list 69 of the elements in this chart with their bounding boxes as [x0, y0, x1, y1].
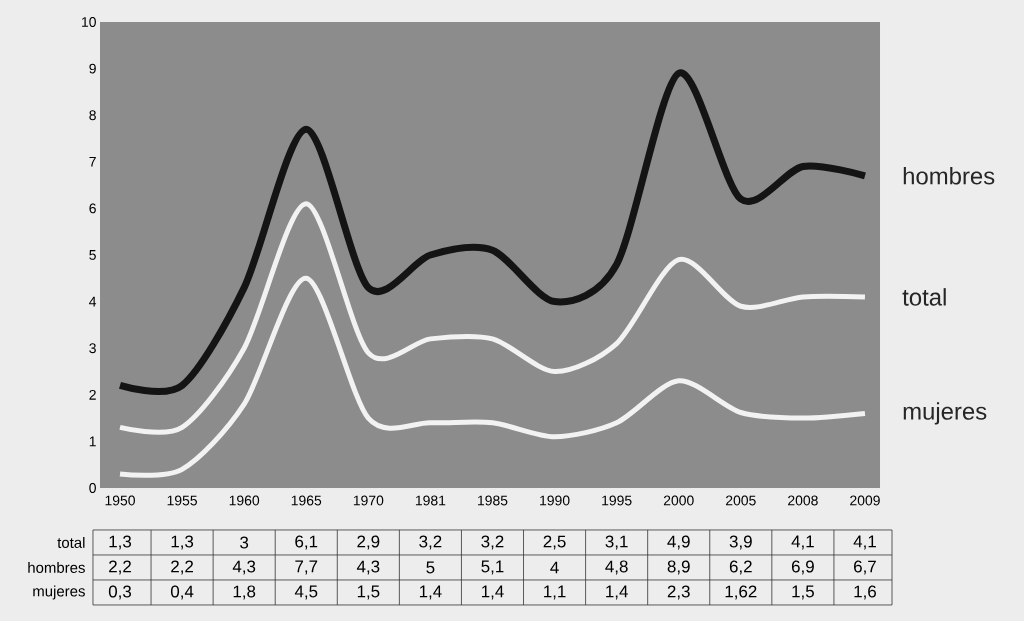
data-label: 1,5	[357, 585, 380, 600]
x-tick-label: 1990	[540, 495, 570, 506]
data-label: 2,9	[357, 535, 380, 550]
data-label: 3,1	[605, 535, 628, 550]
x-tick-label: 1970	[353, 495, 384, 506]
data-label: 5,1	[481, 560, 504, 575]
data-label: 4,3	[356, 560, 380, 575]
text: mujeres	[33, 585, 85, 600]
data-label: 1,4	[606, 585, 628, 600]
data-label: 4,5	[294, 585, 318, 600]
data-label: 3,9	[729, 535, 752, 550]
y-tick-label: 4	[89, 296, 97, 307]
data-label: 3,2	[419, 535, 442, 550]
data-label: 2,2	[109, 560, 131, 575]
data-label: 4,1	[853, 535, 876, 550]
x-tick-label: 1950	[105, 495, 135, 506]
x-tick-label: 2000	[663, 495, 694, 506]
y-tick-label: 2	[89, 389, 96, 400]
data-label: 3	[240, 536, 249, 549]
data-label: 1,8	[233, 585, 256, 600]
data-label: 1,5	[792, 585, 814, 600]
data-label: 7,7	[295, 560, 318, 575]
y-tick-label: 6	[89, 203, 96, 214]
x-tick-label: 1965	[291, 495, 322, 506]
y-tick-label: 8	[89, 110, 96, 121]
data-label: 8,9	[667, 560, 690, 575]
data-label: 6,1	[295, 535, 318, 550]
series-label: total	[902, 288, 946, 306]
data-label: 5	[426, 561, 435, 574]
x-tick-label: 1985	[478, 495, 508, 506]
series-label: hombres	[903, 166, 995, 185]
series-label: mujeres	[903, 402, 987, 425]
data-label: 1,62	[725, 585, 757, 600]
data-label: 6,7	[854, 560, 876, 575]
data-label: 2,2	[171, 560, 193, 575]
data-label: 2,3	[667, 585, 690, 600]
x-tick-label: 2008	[788, 495, 818, 506]
x-tick-label: 1955	[167, 495, 198, 506]
data-label: 4	[550, 561, 559, 574]
data-label: 1,3	[109, 535, 132, 550]
data-label: 0,4	[170, 585, 194, 600]
data-label: 0,3	[108, 585, 132, 600]
x-tick-label: 2009	[850, 495, 880, 506]
y-tick-label: 1	[89, 436, 96, 447]
y-tick-label: 9	[89, 63, 96, 74]
y-tick-label: 3	[89, 343, 96, 354]
x-tick-label: 1995	[602, 495, 632, 506]
text: total	[57, 537, 85, 548]
data-label: 4,9	[667, 535, 690, 550]
data-label: 1,4	[482, 585, 504, 600]
text: hombres	[28, 562, 85, 573]
data-label: 2,5	[543, 535, 566, 550]
data-label: 4,1	[791, 535, 814, 550]
data-label: 6,9	[791, 560, 814, 575]
y-tick-label: 10	[82, 17, 96, 27]
x-tick-label: 2005	[726, 495, 756, 506]
data-label: 1,4	[419, 585, 442, 600]
data-label: 1,6	[854, 585, 876, 600]
data-label: 4,3	[232, 560, 256, 575]
data-label: 6,2	[729, 560, 752, 575]
data-label: 1,1	[544, 585, 566, 600]
data-label: 4,8	[605, 560, 628, 575]
x-tick-label: 1960	[229, 495, 260, 506]
y-tick-label: 7	[89, 156, 96, 167]
data-label: 3,2	[481, 535, 504, 550]
y-tick-label: 0	[89, 483, 96, 493]
y-tick-label: 5	[89, 250, 96, 260]
x-tick-label: 1981	[415, 495, 446, 506]
data-label: 1,3	[171, 535, 194, 550]
